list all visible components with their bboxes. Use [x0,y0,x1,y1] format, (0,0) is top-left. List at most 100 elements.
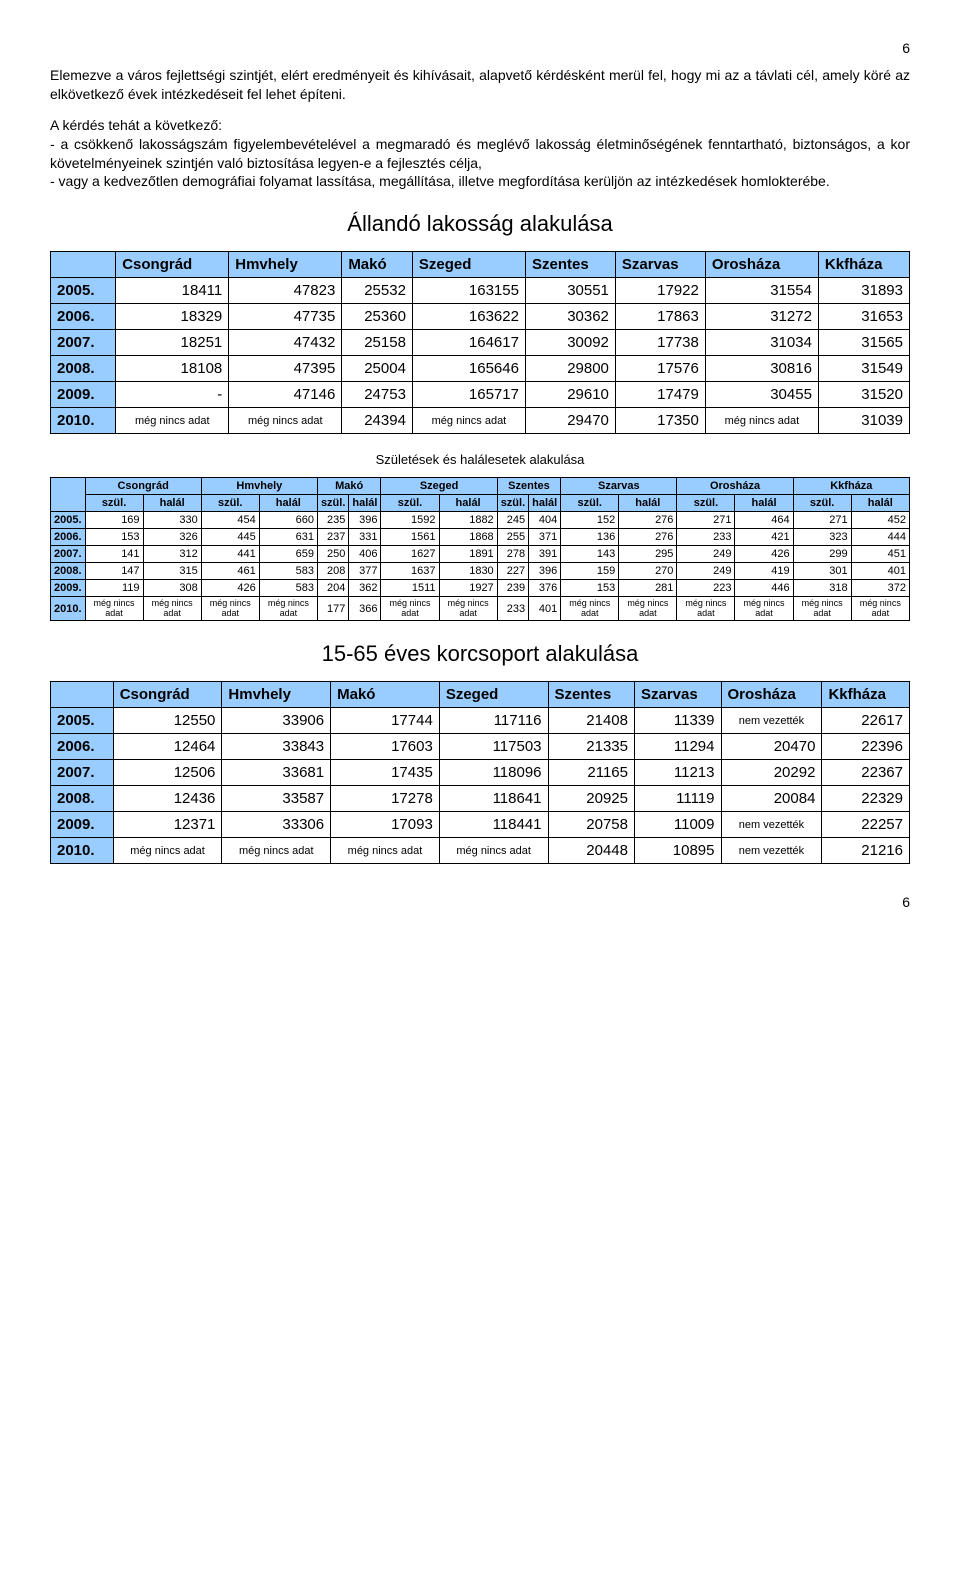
subheader-cell: halál [529,495,561,512]
table-row: 2005.1255033906177441171162140811339nem … [51,708,910,734]
data-cell: 445 [201,529,259,546]
data-cell: 33906 [222,708,331,734]
year-cell: 2005. [51,278,116,304]
year-cell: 2010. [51,838,114,864]
data-cell: 249 [677,563,735,580]
table-births-deaths: Csongrád Hmvhely Makó Szeged Szentes Sza… [50,477,910,621]
paragraph-2: A kérdés tehát a következő: - a csökkenő… [50,116,910,192]
header-city: Hmvhely [222,682,331,708]
data-cell: 401 [851,563,909,580]
data-cell: 20758 [548,812,634,838]
year-cell: 2006. [51,529,86,546]
data-cell: 141 [85,546,143,563]
header-city: Orosháza [705,252,818,278]
header-city: Kkfháza [822,682,910,708]
data-cell: 250 [317,546,348,563]
data-cell: 10895 [635,838,722,864]
data-cell: 33681 [222,760,331,786]
page-number-top: 6 [50,40,910,56]
year-cell: 2009. [51,812,114,838]
data-cell: 1830 [439,563,497,580]
data-cell: 30092 [525,330,615,356]
data-cell: 583 [259,580,317,597]
data-cell: még nincs adat [143,597,201,621]
data-cell: 426 [201,580,259,597]
data-cell: 31520 [818,382,909,408]
table-row: 2006.12464338431760311750321335112942047… [51,734,910,760]
data-cell: 17738 [615,330,705,356]
table-row: 2010.még nincs adatmég nincs adatmég nin… [51,597,910,621]
table-age-group: Csongrád Hmvhely Makó Szeged Szentes Sza… [50,681,910,864]
data-cell: 1891 [439,546,497,563]
table-row: 2007.18251474322515816461730092177383103… [51,330,910,356]
data-cell: 24394 [342,408,413,434]
year-cell: 2005. [51,708,114,734]
data-cell: még nincs adat [222,838,331,864]
data-cell: 33587 [222,786,331,812]
data-cell: 660 [259,512,317,529]
table-row: 2008.14731546158320837716371830227396159… [51,563,910,580]
data-cell: 31039 [818,408,909,434]
data-cell: nem vezették [721,838,822,864]
section-title-2: Születések és halálesetek alakulása [50,452,910,467]
data-cell: 208 [317,563,348,580]
header-city: Szarvas [561,478,677,495]
header-city: Szeged [381,478,497,495]
table-population: Csongrád Hmvhely Makó Szeged Szentes Sza… [50,251,910,434]
para2-bullet-2: - vagy a kedvezőtlen demográfiai folyama… [50,173,830,189]
data-cell: 119 [85,580,143,597]
data-cell: 21335 [548,734,634,760]
data-cell: 20925 [548,786,634,812]
header-city: Csongrád [113,682,222,708]
subheader-cell: halál [735,495,793,512]
subheader-cell: szül. [497,495,528,512]
subheader-cell: halál [439,495,497,512]
data-cell: 117116 [439,708,548,734]
table-row: 2009.11930842658320436215111927239376153… [51,580,910,597]
data-cell: 406 [349,546,381,563]
data-cell: 143 [561,546,619,563]
data-cell: 18329 [116,304,229,330]
data-cell: 659 [259,546,317,563]
header-city: Makó [342,252,413,278]
year-cell: 2008. [51,786,114,812]
data-cell: 17479 [615,382,705,408]
data-cell: 11294 [635,734,722,760]
data-cell: 255 [497,529,528,546]
data-cell: 30362 [525,304,615,330]
data-cell: 451 [851,546,909,563]
data-cell: még nincs adat [705,408,818,434]
subheader-cell: szül. [561,495,619,512]
data-cell: 17278 [331,786,440,812]
data-cell: 464 [735,512,793,529]
data-cell: még nincs adat [113,838,222,864]
data-cell: 371 [529,529,561,546]
header-city: Orosháza [677,478,793,495]
data-cell: 11339 [635,708,722,734]
data-cell: 454 [201,512,259,529]
table-row: 2008.12436335871727811864120925111192008… [51,786,910,812]
data-cell: 20448 [548,838,634,864]
data-cell: még nincs adat [439,597,497,621]
year-cell: 2008. [51,563,86,580]
data-cell: 249 [677,546,735,563]
data-cell: 118641 [439,786,548,812]
header-city: Orosháza [721,682,822,708]
data-cell: 152 [561,512,619,529]
data-cell: 12550 [113,708,222,734]
header-city: Szeged [439,682,548,708]
data-cell: 164617 [412,330,525,356]
data-cell: 308 [143,580,201,597]
data-cell: 1637 [381,563,439,580]
data-cell: 362 [349,580,381,597]
header-city: Szeged [412,252,525,278]
data-cell: 281 [619,580,677,597]
data-cell: még nincs adat [259,597,317,621]
data-cell: 153 [85,529,143,546]
data-cell: 29470 [525,408,615,434]
data-cell: 12464 [113,734,222,760]
data-cell: 21165 [548,760,634,786]
data-cell: 17576 [615,356,705,382]
data-cell: 204 [317,580,348,597]
data-cell: 1511 [381,580,439,597]
